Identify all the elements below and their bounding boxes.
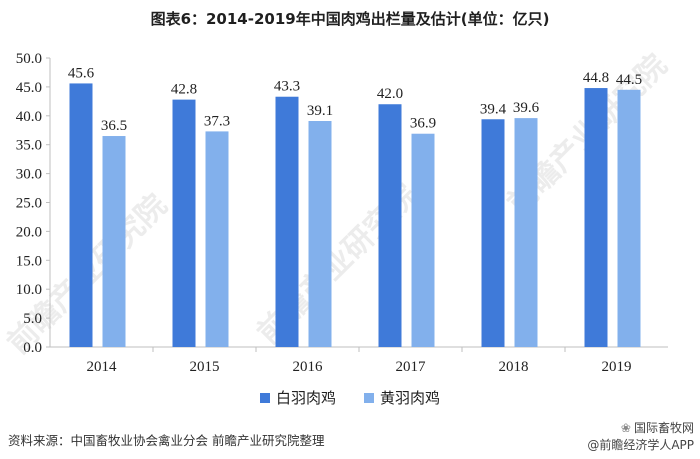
bar-series-1 [378, 104, 402, 348]
y-tick-label: 10.0 [16, 282, 42, 298]
data-label-series-2: 44.5 [616, 72, 642, 88]
badge-line-2: @前瞻经济学人APP [587, 438, 694, 452]
bar-series-1 [481, 119, 505, 347]
y-tick-label: 50.0 [16, 51, 42, 67]
data-label-series-2: 39.6 [513, 100, 540, 116]
y-tick-label: 5.0 [23, 311, 42, 327]
y-tick-label: 25.0 [16, 196, 42, 212]
bar-series-2 [514, 118, 538, 347]
data-label-series-2: 36.5 [101, 118, 127, 134]
y-tick-label: 20.0 [16, 224, 42, 240]
x-tick-label: 2015 [190, 359, 220, 375]
y-tick-label: 40.0 [16, 109, 42, 125]
bar-series-1 [172, 99, 196, 347]
bar-series-2 [617, 89, 641, 347]
x-tick-label: 2014 [87, 359, 118, 375]
data-label-series-1: 42.0 [377, 86, 403, 102]
bar-series-2 [205, 131, 229, 347]
legend-item-series-2: 黄羽肉鸡 [364, 387, 440, 408]
data-label-series-2: 39.1 [307, 103, 333, 119]
legend-swatch-series-1 [259, 392, 270, 403]
bar-series-1 [69, 83, 93, 347]
bar-series-2 [308, 121, 332, 347]
publisher-badge: ❀ 国际畜牧网 @前瞻经济学人APP [587, 420, 694, 454]
data-label-series-1: 39.4 [480, 101, 507, 117]
data-label-series-2: 36.9 [410, 116, 436, 132]
legend-swatch-series-2 [364, 392, 374, 403]
bar-series-2 [102, 136, 126, 347]
badge-line-1: ❀ 国际畜牧网 [620, 421, 694, 435]
y-tick-label: 35.0 [16, 138, 42, 154]
x-tick-label: 2018 [499, 359, 529, 375]
wechat-icon: ❀ [620, 421, 631, 435]
legend-label-series-2: 黄羽肉鸡 [380, 391, 441, 407]
source-note: 资料来源：中国畜牧业协会禽业分会 前瞻产业研究院整理 [8, 433, 325, 448]
data-label-series-1: 43.3 [274, 79, 300, 95]
data-label-series-1: 45.6 [68, 65, 95, 81]
y-tick-label: 45.0 [16, 80, 42, 96]
legend: 白羽肉鸡 黄羽肉鸡 [0, 387, 700, 408]
bar-series-2 [411, 133, 435, 347]
y-tick-label: 0.0 [23, 340, 42, 356]
data-label-series-1: 42.8 [171, 82, 197, 98]
chart-title: 图表6：2014-2019年中国肉鸡出栏量及估计(单位：亿只) [150, 10, 550, 28]
y-tick-label: 15.0 [16, 253, 42, 269]
x-tick-label: 2016 [293, 359, 324, 375]
bar-series-1 [584, 88, 608, 347]
data-label-series-2: 37.3 [204, 113, 230, 129]
x-tick-label: 2017 [396, 359, 427, 375]
legend-label-series-1: 白羽肉鸡 [275, 391, 336, 407]
legend-item-series-1: 白羽肉鸡 [259, 387, 336, 408]
data-label-series-1: 44.8 [583, 70, 609, 86]
bar-series-1 [275, 96, 299, 347]
y-tick-label: 30.0 [16, 167, 42, 183]
x-tick-label: 2019 [602, 359, 632, 375]
